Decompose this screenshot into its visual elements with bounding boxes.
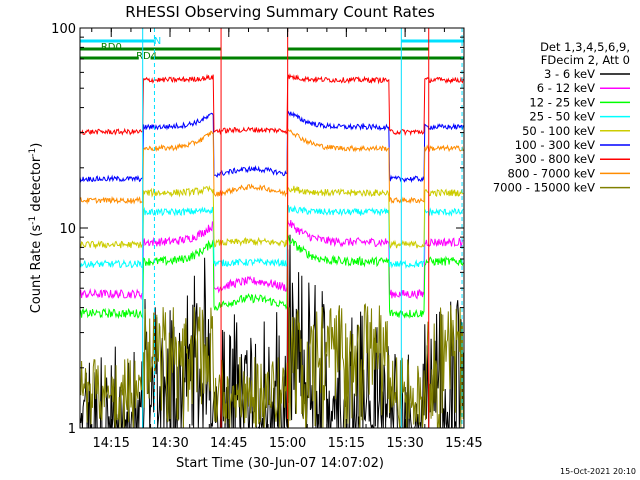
- x-tick-label: 14:45: [210, 436, 247, 451]
- flag-label: N: [154, 36, 161, 47]
- legend-label: 300 - 800 keV: [515, 152, 595, 166]
- legend-label: 100 - 300 keV: [515, 138, 595, 152]
- legend-label: 25 - 50 keV: [529, 110, 595, 124]
- x-axis: 14:15 14:30 14:45 15:00 15:15 15:30 15:45: [91, 28, 483, 451]
- series-line: [79, 128, 464, 205]
- chart-title: RHESSI Observing Summary Count Rates: [125, 3, 435, 21]
- status-flags: N RD0 RD4: [80, 28, 464, 428]
- series-line: [79, 73, 464, 137]
- y-axis-label: Count Rate (s-1 detector-1): [28, 143, 44, 314]
- flag-label: RD0: [101, 42, 122, 53]
- generated-timestamp: 15-Oct-2021 20:10: [560, 467, 636, 476]
- legend-label: 50 - 100 keV: [522, 124, 595, 138]
- x-tick-label: 14:30: [151, 436, 188, 451]
- x-tick-label: 15:00: [269, 436, 306, 451]
- legend-header-line-1: Det 1,3,4,5,6,9,: [540, 40, 630, 54]
- y-tick-label-100: 100: [51, 22, 76, 37]
- y-axis: 100 10 1: [51, 22, 464, 437]
- legend-label: 7000 - 15000 keV: [493, 181, 595, 195]
- x-axis-label: Start Time (30-Jun-07 14:07:02): [176, 456, 384, 471]
- x-tick-label: 14:15: [92, 436, 129, 451]
- series-line: [79, 303, 464, 429]
- series-line: [79, 234, 464, 320]
- x-tick-label: 15:15: [328, 436, 365, 451]
- legend-label: 3 - 6 keV: [544, 67, 595, 81]
- y-tick-label-1: 1: [68, 422, 76, 437]
- legend-label: 6 - 12 keV: [537, 81, 595, 95]
- legend-label: 800 - 7000 keV: [507, 166, 595, 180]
- series-line: [79, 204, 464, 270]
- series-line: [79, 110, 464, 183]
- x-tick-label: 15:45: [445, 436, 482, 451]
- y-tick-label-10: 10: [59, 222, 76, 237]
- series-line: [79, 220, 464, 300]
- x-tick-label: 15:30: [386, 436, 423, 451]
- legend: Det 1,3,4,5,6,9, FDecim 2, Att 0 3 - 6 k…: [493, 40, 630, 195]
- series-line: [79, 185, 464, 250]
- flag-label: RD4: [136, 51, 157, 62]
- legend-header-line-2: FDecim 2, Att 0: [541, 53, 630, 67]
- legend-label: 12 - 25 keV: [529, 95, 595, 109]
- series-traces: [79, 73, 464, 430]
